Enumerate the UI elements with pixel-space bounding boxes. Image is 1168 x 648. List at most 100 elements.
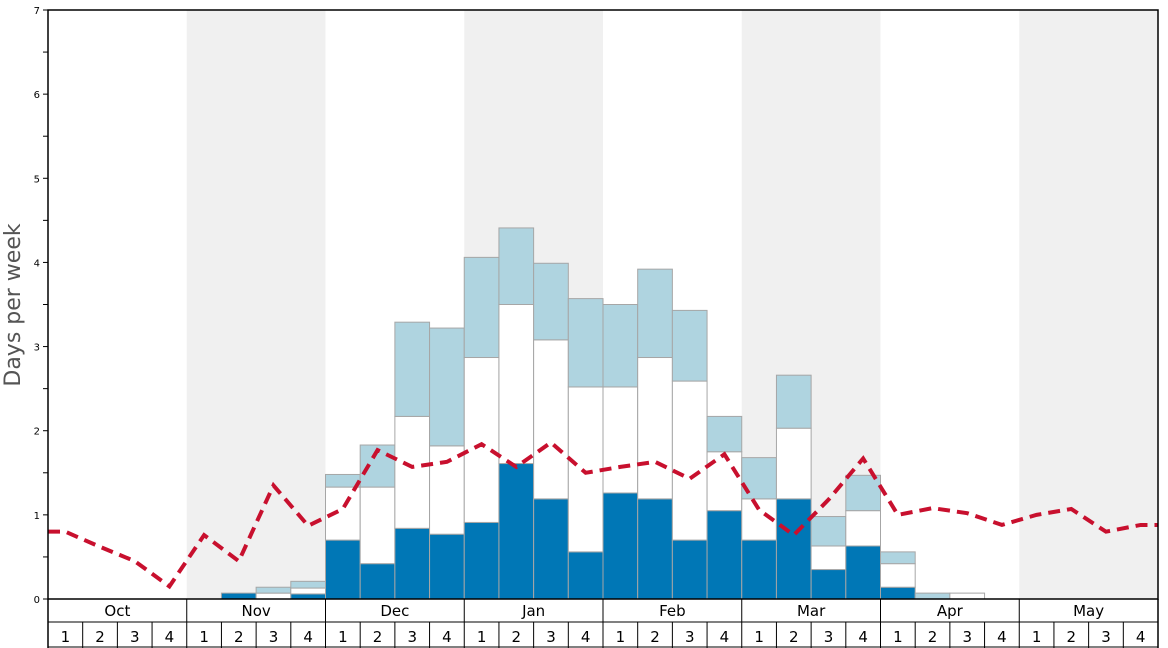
bar-segment (706, 415, 743, 453)
week-label: 2 (512, 628, 522, 646)
bar-segment (671, 380, 708, 541)
bar-segment (637, 357, 673, 500)
y-tick-label: 1 (34, 511, 40, 522)
week-label: 4 (1136, 628, 1146, 646)
week-label: 4 (720, 628, 730, 646)
bar-segment (775, 498, 812, 600)
week-label: 4 (442, 628, 452, 646)
bar-segment (845, 545, 881, 600)
bar-segment (880, 563, 916, 588)
week-label: 1 (199, 628, 209, 646)
week-label: 3 (824, 628, 834, 646)
week-label: 1 (616, 628, 626, 646)
bar-segment (845, 510, 881, 547)
week-label: 1 (477, 628, 487, 646)
bar-segment (567, 386, 604, 553)
week-label: 3 (685, 628, 695, 646)
week-label: 4 (858, 628, 868, 646)
bar-segment (567, 298, 604, 388)
month-band (48, 10, 187, 599)
week-label: 1 (61, 628, 71, 646)
week-label: 3 (1101, 628, 1111, 646)
bar-segment (602, 492, 639, 600)
week-label: 4 (303, 628, 313, 646)
week-label: 2 (928, 628, 938, 646)
bar-segment (290, 593, 326, 600)
bar-segment (880, 551, 916, 565)
bar-segment (394, 321, 431, 417)
week-label: 2 (373, 628, 383, 646)
week-label: 2 (95, 628, 105, 646)
month-label: Dec (380, 602, 409, 620)
week-label: 1 (1032, 628, 1042, 646)
month-band (1019, 10, 1158, 599)
week-label: 3 (546, 628, 556, 646)
bar-segment (394, 415, 431, 529)
bar-segment (463, 357, 500, 523)
bar-segment (290, 587, 326, 595)
week-label: 2 (789, 628, 799, 646)
bar-segment (637, 498, 673, 600)
bar-segment (498, 227, 535, 305)
month-label: Feb (659, 602, 686, 620)
week-label: 3 (407, 628, 417, 646)
week-label: 4 (165, 628, 175, 646)
bar-segment (533, 339, 569, 500)
bar-segment (637, 268, 673, 359)
bar-segment (498, 463, 535, 600)
month-label: May (1073, 602, 1104, 620)
y-tick-label: 4 (34, 258, 40, 269)
bar-segment (949, 592, 986, 600)
month-band (880, 10, 1020, 599)
bar-segment (463, 256, 500, 359)
bar-segment (810, 569, 847, 600)
bar-segment (602, 386, 639, 494)
week-label: 1 (893, 628, 903, 646)
month-label: Oct (104, 602, 130, 620)
month-label: Apr (937, 602, 964, 620)
week-label: 2 (1067, 628, 1077, 646)
y-tick-label: 3 (34, 343, 40, 354)
week-label: 1 (338, 628, 348, 646)
bar-segment (775, 427, 812, 500)
bar-segment (706, 510, 743, 600)
bar-segment (741, 539, 777, 600)
bar-segment (671, 539, 708, 600)
x-axis: Oct Nov Dec Jan Feb Mar Apr May 1 2 3 4 1 2 3 4 1 2 3 4 1 2 3 4… (47, 599, 1159, 648)
bar-segment (533, 262, 569, 341)
bar-segment (220, 592, 257, 600)
bar-segment (880, 586, 916, 600)
month-label: Nov (241, 602, 270, 620)
bar-segment (394, 527, 431, 600)
bar-segment (775, 374, 812, 429)
week-label: 3 (130, 628, 140, 646)
y-tick-label: 6 (34, 90, 40, 101)
bar-segment (671, 309, 708, 382)
trend-line (48, 439, 1158, 590)
bar-segment (810, 516, 847, 547)
bar-segment (325, 539, 361, 600)
bar-segment (429, 533, 465, 600)
week-label: 2 (650, 628, 660, 646)
bar-segment (429, 327, 465, 447)
bar-segment (567, 551, 604, 600)
bar-segment (602, 304, 639, 388)
bar-segment (359, 486, 396, 565)
week-label: 4 (997, 628, 1007, 646)
bar-segment (533, 498, 569, 600)
y-tick-label: 5 (34, 174, 40, 185)
month-label: Jan (521, 602, 545, 620)
month-label: Mar (797, 602, 826, 620)
y-tick-label: 2 (34, 427, 40, 438)
bar-segment (914, 592, 951, 600)
bar-segment (359, 563, 396, 600)
bar-segment (255, 592, 292, 600)
trend-line-layer (48, 439, 1158, 590)
week-label: 3 (962, 628, 972, 646)
y-axis-label: Days per week (1, 223, 26, 386)
bar-segment (845, 474, 881, 512)
bar-segment (498, 304, 535, 465)
y-tick-label: 0 (34, 595, 40, 606)
bar-segment (463, 521, 500, 600)
